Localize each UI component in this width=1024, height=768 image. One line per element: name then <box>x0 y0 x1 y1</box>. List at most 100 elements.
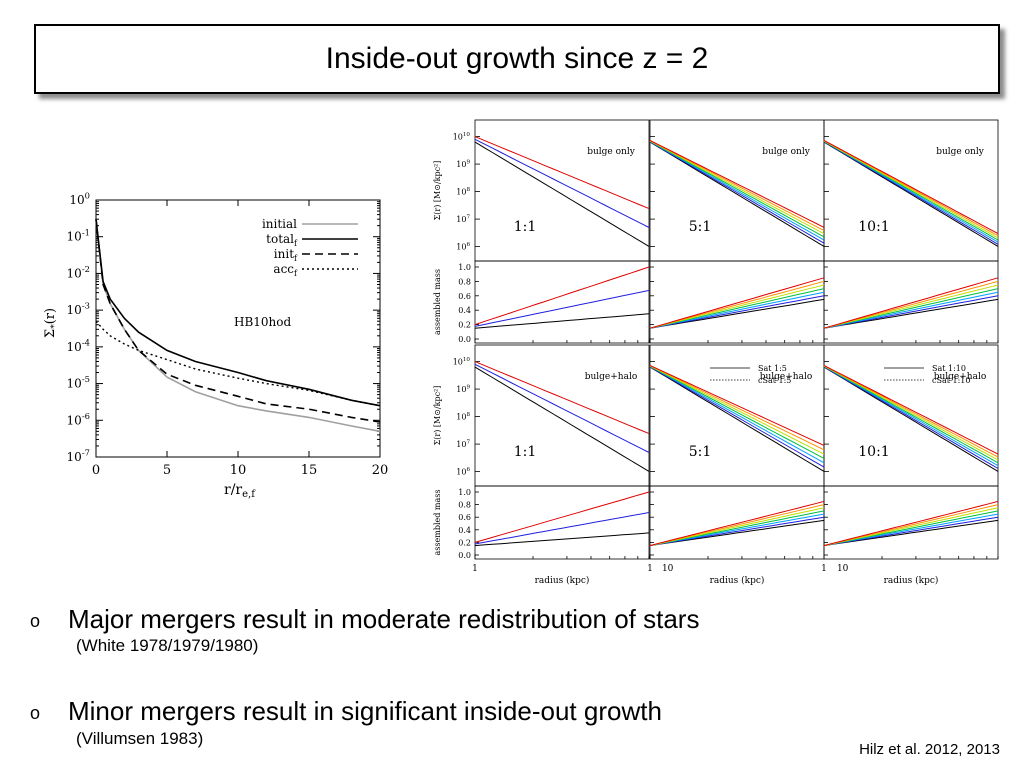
mass-curve <box>823 288 999 329</box>
profile-curve <box>823 139 999 235</box>
title-box: Inside-out growth since z = 2 <box>34 24 1000 94</box>
panel-label: bulge only <box>762 147 810 157</box>
profile-curve <box>823 365 999 464</box>
panel-label: bulge+halo <box>760 372 813 382</box>
panel-label: bulge only <box>587 147 635 157</box>
series-line-3 <box>95 320 381 407</box>
profile-curve <box>649 365 825 459</box>
mass-curve <box>649 295 825 329</box>
profile-curve <box>474 138 650 228</box>
profile-curve <box>823 366 999 472</box>
legend-label: cSat 1:10 <box>932 376 970 385</box>
y-tick-label: 108 <box>456 187 470 197</box>
y-axis-label: Σ(r) [M⊙/kpc²] <box>433 161 442 221</box>
y-tick-label: 10-3 <box>67 301 90 317</box>
reference: Hilz et al. 2012, 2013 <box>859 741 1000 758</box>
profile-curve <box>649 365 825 451</box>
mass-tick-label: 1.0 <box>458 263 471 272</box>
legend-label-3: accf <box>273 262 298 278</box>
left-chart-ylabel: Σ*(r) <box>43 308 60 338</box>
legend-label-2: initf <box>274 247 298 263</box>
y-tick-label: 10-6 <box>67 411 90 427</box>
ratio-label: 10:1 <box>858 444 889 460</box>
profile-curve <box>823 140 999 239</box>
mass-tick-label: 0.8 <box>458 501 471 510</box>
panel-frame-mass <box>823 260 999 344</box>
profile-curve <box>649 140 825 235</box>
ratio-label: 1:1 <box>514 444 537 460</box>
mass-tick-label: 0.0 <box>458 551 471 560</box>
y-tick-label: 109 <box>456 159 470 169</box>
bullet-minor: o Minor mergers result in significant ins… <box>30 696 662 727</box>
mass-axis-label: assembled mass <box>433 490 442 556</box>
mass-curve <box>474 313 650 329</box>
x-tick-label: 10 <box>230 463 247 478</box>
profile-curve <box>823 366 999 469</box>
x-tick-label: 0 <box>92 463 100 478</box>
mass-curve <box>649 280 825 329</box>
mass-tick-label: 0.6 <box>458 513 471 522</box>
profile-curve <box>649 366 825 472</box>
mass-curve <box>649 516 825 547</box>
mass-tick-label: 0.2 <box>458 538 471 547</box>
mass-curve <box>474 491 650 543</box>
mass-curve <box>474 532 650 547</box>
left-chart-ticks: 0 5 10 15 20 100 10-1 10-2 10-3 10-4 10-5 10-6 10-7 <box>67 191 389 478</box>
profile-curve <box>649 141 825 241</box>
grid-curves <box>474 136 999 547</box>
mass-curve <box>649 284 825 329</box>
mass-curve <box>823 504 999 547</box>
y-tick-label: 1010 <box>453 132 471 142</box>
bullet-text: Minor mergers result in significant insi… <box>68 696 662 726</box>
profile-curve <box>649 366 825 464</box>
mass-axis-label: assembled mass <box>433 269 442 335</box>
left-chart-xlabel: r/re,f <box>224 482 256 500</box>
panel-frame-mass <box>474 260 650 344</box>
mass-curve <box>649 519 825 547</box>
left-chart-lines <box>95 219 381 433</box>
mass-curve <box>649 288 825 329</box>
profile-curve <box>649 365 825 455</box>
grid-panels <box>474 119 999 560</box>
y-tick-label: 10-5 <box>67 374 90 390</box>
profile-curve <box>474 366 650 472</box>
mass-curve <box>474 289 650 327</box>
profile-curve <box>649 141 825 247</box>
y-tick-label: 107 <box>456 440 470 450</box>
legend-label-0: initial <box>262 217 297 231</box>
legend-label: Sat 1:10 <box>932 364 966 373</box>
x-tick-label: 10 <box>837 564 849 574</box>
ratio-label: 5:1 <box>689 444 712 460</box>
panel-frame-main <box>649 344 825 487</box>
mass-tick-label: 0.2 <box>458 321 471 330</box>
y-tick-label: 106 <box>456 467 470 477</box>
panel-label: bulge+halo <box>585 372 638 382</box>
mass-curve <box>823 298 999 329</box>
mass-tick-label: 0.6 <box>458 292 471 301</box>
mass-curve <box>649 504 825 547</box>
y-tick-label: 108 <box>456 412 470 422</box>
profile-curve <box>474 136 650 210</box>
panel-frame-mass <box>823 485 999 560</box>
grid-labels: 10101091081071061.00.80.60.40.20.0bulge … <box>433 132 986 586</box>
series-line-2 <box>95 219 381 423</box>
profile-curve <box>649 139 825 228</box>
y-tick-label: 1010 <box>453 357 471 367</box>
legend-label: cSat 1:5 <box>758 376 791 385</box>
mass-tick-label: 0.4 <box>458 526 471 535</box>
x-tick-label: 10 <box>662 564 674 574</box>
x-tick-label: 1 <box>472 564 478 574</box>
mass-curve <box>823 519 999 547</box>
slide-title: Inside-out growth since z = 2 <box>325 42 709 75</box>
y-tick-label: 100 <box>69 191 90 207</box>
panel-frame-mass <box>474 485 650 560</box>
bullet-marker: o <box>30 610 41 631</box>
x-axis-label: radius (kpc) <box>884 575 939 586</box>
mass-curve <box>823 510 999 547</box>
mass-curve <box>649 500 825 547</box>
profile-curve <box>649 364 825 446</box>
citation-villumsen: (Villumsen 1983) <box>76 729 204 748</box>
mass-curve <box>823 280 999 329</box>
panel-frame-mass <box>649 260 825 344</box>
